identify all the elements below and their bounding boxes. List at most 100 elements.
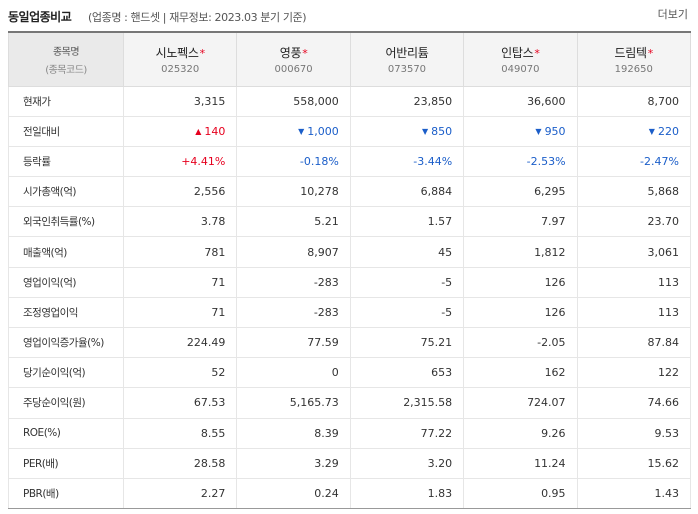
table-header-row: 종목명 (종목코드) 시노펙스* 025320 영풍* 000670 어반리튬 …	[8, 32, 691, 87]
value-cell: 1.43	[576, 477, 691, 510]
value-cell: 162	[463, 357, 578, 389]
value-cell: 8,907	[236, 236, 351, 268]
value-cell: 3.20	[349, 447, 465, 479]
company-header-4[interactable]: 드림텍* 192650	[576, 32, 691, 87]
company-header-1[interactable]: 영풍* 000670	[236, 32, 351, 87]
value-cell: 11.24	[463, 447, 578, 479]
company-header-3[interactable]: 인탑스* 049070	[463, 32, 578, 87]
value-text: 781	[204, 245, 226, 259]
value-cell: 6,295	[463, 176, 578, 208]
value-cell: 45	[349, 236, 465, 268]
value-text: 2.27	[200, 487, 226, 501]
value-cell: ▲ 140	[122, 115, 238, 147]
row-label: 영업이익(억)	[8, 266, 124, 298]
value-text: 71	[211, 275, 226, 289]
value-cell: 36,600	[463, 85, 578, 117]
company-header-2[interactable]: 어반리튬 073570	[349, 32, 465, 87]
value-text: 8.39	[314, 426, 339, 440]
value-cell: 0.95	[463, 477, 578, 510]
company-name[interactable]: 어반리튬	[385, 45, 429, 60]
value-cell: -283	[236, 266, 351, 298]
table-row: 전일대비 ▲ 140 ▼ 1,000 ▼ 850 ▼ 950 ▼ 220	[8, 115, 691, 147]
value-text: 7.97	[541, 215, 566, 229]
value-cell: 781	[122, 236, 238, 268]
value-cell: 113	[576, 266, 691, 298]
value-text: 87.84	[647, 336, 679, 350]
value-cell: 52	[122, 357, 238, 389]
star-icon: *	[302, 46, 308, 60]
value-cell: +4.41%	[122, 145, 238, 178]
value-cell: 0	[236, 357, 351, 389]
value-text: 0.95	[541, 487, 566, 501]
value-cell: 28.58	[122, 447, 238, 479]
value-text: 950	[544, 124, 566, 138]
value-text: 724.07	[527, 396, 566, 410]
value-cell: 8.55	[122, 417, 238, 449]
table-row: 영업이익증가율(%) 224.49 77.59 75.21 -2.05 87.84	[8, 326, 691, 359]
value-text: 1.57	[427, 215, 453, 229]
company-code: 073570	[387, 63, 427, 75]
company-name[interactable]: 드림텍*	[614, 45, 654, 60]
value-text: 1,812	[534, 245, 566, 259]
value-text: 6,884	[420, 185, 453, 199]
value-text: 45	[438, 245, 453, 259]
value-cell: 224.49	[122, 326, 238, 359]
triangle-down-icon: ▼	[648, 126, 655, 136]
value-text: 140	[204, 124, 226, 138]
value-text: 220	[657, 124, 679, 138]
value-text: 653	[431, 366, 453, 380]
value-text: 3.78	[200, 215, 226, 229]
table-row: 등락률 +4.41% -0.18% -3.44% -2.53% -2.47%	[8, 145, 691, 178]
value-cell: 5,165.73	[236, 387, 351, 419]
row-label: 외국인취득률(%)	[8, 206, 124, 238]
value-text: 224.49	[186, 336, 226, 350]
more-link[interactable]: 더보기	[657, 8, 688, 21]
company-code: 049070	[501, 63, 540, 75]
company-code: 025320	[161, 63, 200, 75]
value-text: 558,000	[293, 94, 339, 108]
value-cell: 558,000	[236, 85, 351, 117]
section-title: 동일업종비교	[8, 10, 72, 24]
value-text: 1.43	[654, 487, 679, 501]
value-text: -2.53%	[526, 154, 566, 168]
header-sublabel: (종목코드)	[45, 64, 87, 76]
row-label: 매출액(억)	[8, 236, 124, 268]
value-cell: ▼ 850	[349, 115, 465, 147]
company-header-0[interactable]: 시노펙스* 025320	[122, 32, 238, 87]
table-row: ROE(%) 8.55 8.39 77.22 9.26 9.53	[8, 417, 691, 449]
value-cell: 653	[349, 357, 465, 389]
value-cell: 3.78	[122, 206, 238, 238]
row-label: 현재가	[8, 85, 124, 117]
value-text: -283	[313, 275, 339, 289]
value-cell: 2,556	[122, 176, 238, 208]
value-cell: 113	[576, 296, 691, 329]
star-icon: *	[647, 46, 654, 60]
star-icon: *	[199, 46, 206, 60]
table-row: 외국인취득률(%) 3.78 5.21 1.57 7.97 23.70	[8, 206, 691, 238]
triangle-up-icon: ▲	[195, 126, 202, 136]
company-name[interactable]: 영풍*	[279, 45, 308, 60]
row-label: 당기순이익(억)	[8, 357, 124, 389]
value-cell: -283	[236, 296, 351, 329]
table-row: PBR(배) 2.27 0.24 1.83 0.95 1.43	[8, 477, 691, 510]
table-row: 시가총액(억) 2,556 10,278 6,884 6,295 5,868	[8, 176, 691, 208]
value-cell: 724.07	[463, 387, 578, 419]
value-cell: -0.18%	[236, 145, 351, 178]
table-row: 현재가 3,315 558,000 23,850 36,600 8,700	[8, 85, 691, 117]
value-cell: -2.05	[463, 326, 578, 359]
table-row: 조정영업이익 71 -283 -5 126 113	[8, 296, 691, 329]
table-row: 매출액(억) 781 8,907 45 1,812 3,061	[8, 236, 691, 268]
company-name[interactable]: 시노펙스*	[155, 45, 206, 60]
table-row: 주당순이익(원) 67.53 5,165.73 2,315.58 724.07 74.66	[8, 387, 691, 419]
value-cell: 0.24	[236, 477, 351, 510]
row-label: ROE(%)	[8, 417, 124, 449]
company-name[interactable]: 인탑스*	[501, 45, 540, 60]
value-cell: 23,850	[349, 85, 465, 117]
value-text: 126	[544, 305, 566, 319]
value-cell: 75.21	[349, 326, 465, 359]
value-cell: 3,315	[122, 85, 238, 117]
table-body: 현재가 3,315 558,000 23,850 36,600 8,700 전일대비 ▲ 140…	[8, 85, 691, 510]
value-text: 5.21	[314, 215, 339, 229]
value-text: 162	[544, 366, 566, 380]
value-cell: 5.21	[236, 206, 351, 238]
